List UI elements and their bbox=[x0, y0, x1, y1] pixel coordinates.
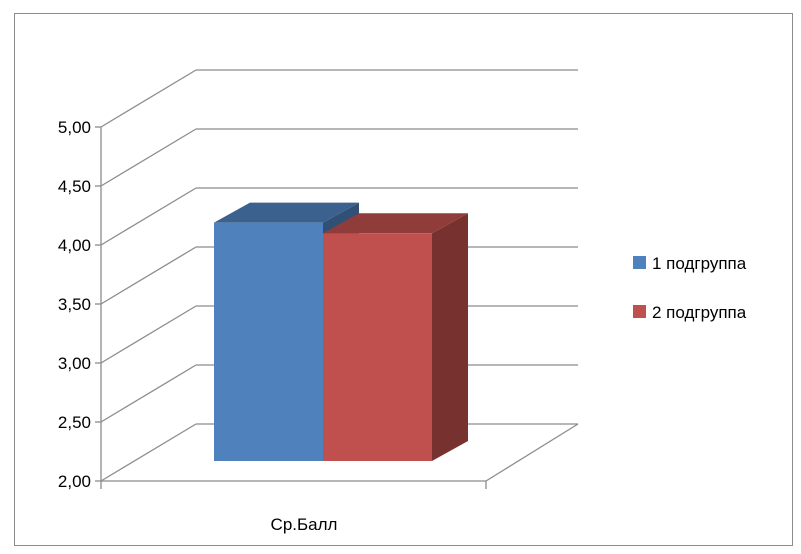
bar-side-2 bbox=[432, 213, 468, 461]
y-tick-label: 3,00 bbox=[58, 354, 91, 373]
gridline-diagonal bbox=[100, 305, 197, 364]
y-tick-label: 2,50 bbox=[58, 413, 91, 432]
gridline-diagonal bbox=[100, 246, 197, 305]
y-tick-label: 3,50 bbox=[58, 295, 91, 314]
gridline-diagonal bbox=[100, 423, 197, 482]
y-tick-label: 5,00 bbox=[58, 118, 91, 137]
legend-swatch-2 bbox=[633, 305, 646, 318]
legend-label-2: 2 подгруппа bbox=[652, 303, 747, 322]
x-category-label: Ср.Балл bbox=[271, 515, 338, 534]
gridline-diagonal bbox=[100, 69, 197, 128]
y-tick-label: 4,50 bbox=[58, 177, 91, 196]
gridline-diagonal bbox=[100, 128, 197, 187]
bar-top-2 bbox=[323, 213, 468, 234]
gridline-diagonal bbox=[100, 364, 197, 423]
y-tick-label: 4,00 bbox=[58, 236, 91, 255]
legend-label-1: 1 подгруппа bbox=[652, 254, 747, 273]
bar-front-1 bbox=[214, 222, 323, 461]
bar-top-1 bbox=[214, 202, 359, 223]
legend-swatch-1 bbox=[633, 256, 646, 269]
gridline-diagonal bbox=[100, 187, 197, 246]
bar-front-2 bbox=[323, 233, 432, 461]
y-tick-label: 2,00 bbox=[58, 472, 91, 491]
floor-right-edge bbox=[485, 423, 579, 482]
